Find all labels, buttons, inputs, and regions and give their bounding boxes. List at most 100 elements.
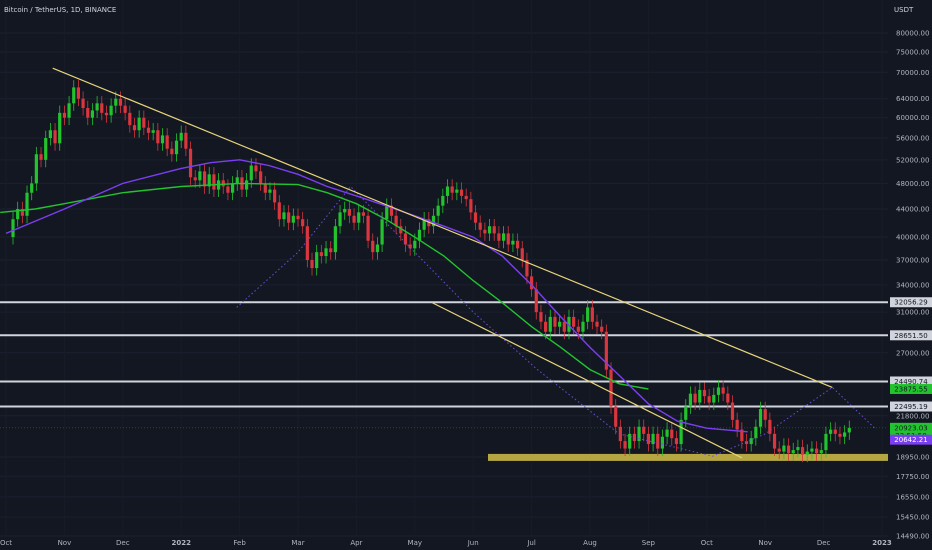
candle-body xyxy=(151,130,155,133)
candle-body xyxy=(184,132,188,149)
price-axis[interactable]: 80000.00 75000.00 70000.00 64000.00 60000.00… xyxy=(896,30,929,541)
candle-body xyxy=(604,331,608,370)
indicator-layer xyxy=(0,67,877,459)
candle-body xyxy=(473,212,478,223)
candle-body xyxy=(744,441,749,445)
candle-body xyxy=(389,205,394,216)
candle-body xyxy=(796,447,800,451)
candle-body xyxy=(674,438,679,445)
y-tick-label: 75000.00 xyxy=(896,49,929,57)
candle-body xyxy=(104,112,109,116)
trendline xyxy=(432,302,743,459)
candle-body xyxy=(324,248,328,257)
candle-body xyxy=(511,240,515,245)
candle-body xyxy=(174,140,179,155)
candle-body xyxy=(548,316,552,332)
candle-body xyxy=(53,130,57,144)
candle-body xyxy=(81,98,85,109)
price-level-badge xyxy=(890,376,932,387)
candle-body xyxy=(646,433,650,445)
x-tick-label: Aug xyxy=(583,539,597,547)
candle-body xyxy=(193,177,197,181)
y-tick-label: 21800.00 xyxy=(896,412,929,420)
candle-body xyxy=(86,108,90,118)
candle-body xyxy=(202,171,207,187)
y-tick-label: 44000.00 xyxy=(896,206,929,214)
y-tick-label: 18950.00 xyxy=(896,453,929,461)
candle-body xyxy=(786,445,791,454)
candle-body xyxy=(763,409,767,420)
candle-body xyxy=(394,215,398,227)
price-level-label: 22495.19 xyxy=(894,403,927,411)
candle-body xyxy=(76,87,81,99)
candle-body xyxy=(375,244,380,253)
candle-body xyxy=(301,219,305,227)
candle-body xyxy=(310,260,314,269)
candle-body xyxy=(132,125,137,131)
candle-body xyxy=(843,432,847,437)
x-tick-label: 2022 xyxy=(171,539,191,547)
x-tick-label: Dec xyxy=(817,539,831,547)
candle-body xyxy=(44,138,48,160)
x-tick-label: Dec xyxy=(116,539,130,547)
candle-body xyxy=(805,451,809,455)
candle-body xyxy=(249,165,253,181)
candle-body xyxy=(417,229,422,241)
x-tick-label: Nov xyxy=(758,539,772,547)
candle-body xyxy=(156,130,160,144)
time-axis[interactable]: Oct Nov Dec 2022 Feb Mar Apr May Jun Jul Aug Sep Oct… xyxy=(0,539,892,547)
candle-body xyxy=(268,189,272,193)
candle-body xyxy=(478,222,482,230)
ma-slow-line xyxy=(0,182,649,390)
candle-body xyxy=(235,177,239,184)
candle-body xyxy=(221,180,225,187)
candle-body xyxy=(329,248,333,253)
candle-body xyxy=(399,226,403,234)
candle-body xyxy=(254,165,258,172)
candle-body xyxy=(572,316,576,327)
y-tick-label: 16550.00 xyxy=(896,493,929,501)
candle-body xyxy=(530,276,534,290)
candle-body xyxy=(670,429,674,439)
candle-body xyxy=(403,233,408,245)
candle-body xyxy=(469,199,473,213)
candle-body xyxy=(623,441,627,449)
candle-body xyxy=(814,448,819,454)
price-axis-background xyxy=(888,0,932,550)
price-badge-label: 20923.03 xyxy=(894,424,927,432)
candle-body xyxy=(109,105,113,116)
y-tick-label: 31000.00 xyxy=(896,309,929,317)
x-tick-label: May xyxy=(408,539,422,547)
y-tick-label: 37000.00 xyxy=(896,257,929,265)
candle-body xyxy=(160,135,165,144)
candle-body xyxy=(459,189,464,196)
candle-body xyxy=(315,252,319,269)
candle-body xyxy=(656,433,660,449)
price-level-badge xyxy=(890,401,932,412)
candle-body xyxy=(730,402,735,420)
y-tick-label: 14490.00 xyxy=(896,533,929,541)
candle-body xyxy=(137,117,141,131)
candle-body xyxy=(754,426,758,439)
y-tick-label: 80000.00 xyxy=(896,30,929,38)
candle-body xyxy=(586,307,590,322)
candle-body xyxy=(590,307,594,322)
candle-body xyxy=(544,321,548,332)
candle-body xyxy=(95,103,99,111)
candle-body xyxy=(712,394,716,403)
y-tick-label: 15450.00 xyxy=(896,514,929,522)
candle-body xyxy=(740,429,744,442)
candle-body xyxy=(455,189,459,193)
candle-body xyxy=(226,186,230,193)
price-badge-label: 20642.21 xyxy=(894,436,927,444)
candle-body xyxy=(408,244,412,249)
candle-body xyxy=(305,226,309,261)
candle-body xyxy=(487,226,492,234)
candle-body xyxy=(347,209,351,216)
candle-body xyxy=(422,219,426,230)
candle-body xyxy=(273,189,277,203)
candle-body xyxy=(58,112,62,144)
candle-body xyxy=(245,180,249,190)
candle-body xyxy=(716,387,721,395)
